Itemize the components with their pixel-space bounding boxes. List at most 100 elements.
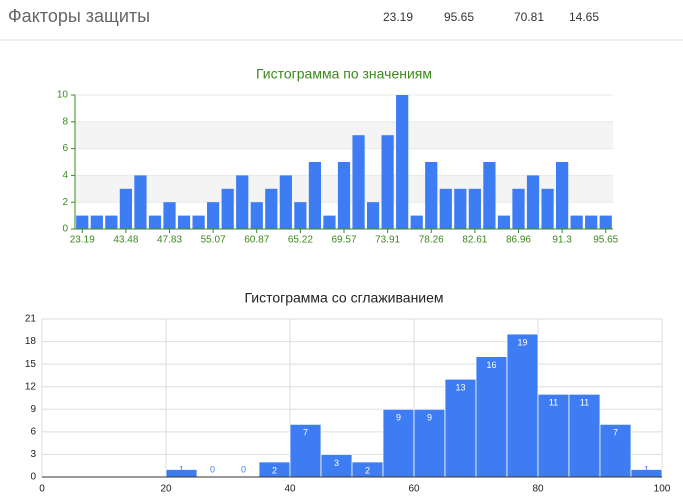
bar bbox=[599, 423, 632, 478]
bar bbox=[177, 215, 191, 229]
bar bbox=[207, 202, 220, 229]
x-tick-label: 80 bbox=[532, 484, 544, 495]
data-label: 19 bbox=[517, 337, 527, 347]
data-label: 11 bbox=[580, 398, 589, 408]
bar bbox=[396, 95, 409, 229]
y-tick-label: 2 bbox=[62, 197, 68, 208]
grid-band bbox=[75, 121, 613, 149]
bar bbox=[76, 215, 89, 229]
bar bbox=[134, 175, 147, 229]
y-tick-label: 9 bbox=[30, 404, 36, 415]
bar bbox=[381, 135, 394, 229]
x-tick-label: 60 bbox=[408, 484, 420, 495]
bar bbox=[537, 393, 570, 478]
y-tick-label: 18 bbox=[25, 336, 37, 347]
y-tick-label: 6 bbox=[30, 426, 36, 437]
x-tick-label: 95.65 bbox=[593, 235, 618, 246]
x-tick-label: 86.96 bbox=[506, 235, 531, 246]
data-label: 2 bbox=[272, 465, 277, 475]
y-tick-label: 8 bbox=[62, 116, 68, 127]
header-value: 23.19 bbox=[383, 10, 413, 24]
x-tick-label: 40 bbox=[284, 484, 296, 495]
bar bbox=[413, 408, 446, 478]
bar bbox=[439, 188, 452, 229]
y-tick-label: 3 bbox=[30, 449, 36, 460]
bar bbox=[250, 202, 263, 229]
bar bbox=[468, 188, 481, 229]
bar bbox=[512, 188, 525, 229]
bar bbox=[265, 188, 278, 229]
y-tick-label: 0 bbox=[30, 472, 36, 483]
x-tick-label: 100 bbox=[654, 484, 671, 495]
data-label: 2 bbox=[365, 465, 370, 475]
bar bbox=[323, 215, 336, 229]
bar bbox=[497, 215, 511, 229]
data-label: 1 bbox=[179, 464, 184, 474]
bar bbox=[556, 162, 569, 229]
bar bbox=[541, 188, 554, 229]
header-value: 95.65 bbox=[444, 10, 474, 24]
x-tick-label: 69.57 bbox=[331, 235, 356, 246]
header-title: Факторы защиты bbox=[8, 6, 150, 26]
x-tick-label: 55.07 bbox=[201, 235, 226, 246]
x-tick-label: 23.19 bbox=[70, 235, 95, 246]
bar bbox=[289, 423, 322, 478]
x-tick-label: 47.83 bbox=[157, 235, 182, 246]
bar bbox=[585, 215, 598, 229]
data-label: 0 bbox=[210, 464, 215, 474]
bar bbox=[192, 215, 205, 229]
data-label: 3 bbox=[334, 458, 339, 468]
chart-title: Гистограмма по значениям bbox=[256, 66, 432, 82]
data-label: 7 bbox=[613, 428, 618, 438]
bar bbox=[105, 215, 118, 229]
header-value: 70.81 bbox=[514, 10, 544, 24]
y-tick-label: 4 bbox=[62, 170, 68, 181]
bar bbox=[308, 162, 322, 229]
y-tick-label: 10 bbox=[57, 90, 69, 101]
data-label: 0 bbox=[241, 464, 246, 474]
bar bbox=[236, 175, 249, 229]
x-tick-label: 20 bbox=[160, 484, 172, 495]
bar bbox=[599, 215, 612, 229]
y-tick-label: 6 bbox=[62, 143, 68, 154]
bar bbox=[568, 393, 601, 478]
x-tick-label: 43.48 bbox=[113, 235, 138, 246]
bar bbox=[410, 215, 423, 229]
bar bbox=[294, 202, 307, 229]
x-tick-label: 82.61 bbox=[462, 235, 487, 246]
x-tick-label: 73.91 bbox=[375, 235, 400, 246]
bar bbox=[425, 162, 438, 229]
bar bbox=[279, 175, 292, 229]
header-value: 14.65 bbox=[569, 10, 599, 24]
data-label: 13 bbox=[455, 383, 465, 393]
bar bbox=[221, 188, 234, 229]
bar bbox=[526, 175, 540, 229]
x-tick-label: 78.26 bbox=[419, 235, 444, 246]
bar bbox=[483, 162, 496, 229]
bar bbox=[148, 215, 162, 229]
x-tick-label: 65.22 bbox=[288, 235, 313, 246]
bar bbox=[475, 356, 508, 478]
y-tick-label: 12 bbox=[25, 381, 37, 392]
bar bbox=[90, 215, 103, 229]
bar bbox=[444, 378, 477, 478]
x-tick-label: 0 bbox=[39, 484, 45, 495]
y-tick-label: 21 bbox=[25, 314, 37, 325]
data-label: 9 bbox=[396, 413, 401, 423]
bar bbox=[366, 202, 380, 229]
bar bbox=[506, 333, 539, 478]
bar bbox=[352, 135, 365, 229]
x-tick-label: 60.87 bbox=[244, 235, 269, 246]
y-tick-label: 0 bbox=[62, 224, 68, 235]
bar bbox=[570, 215, 583, 229]
data-label: 9 bbox=[427, 413, 432, 423]
data-label: 11 bbox=[549, 398, 558, 408]
bar bbox=[337, 162, 351, 229]
bar bbox=[454, 188, 467, 229]
data-label: 7 bbox=[303, 428, 308, 438]
x-tick-label: 91.3 bbox=[552, 235, 572, 246]
data-label: 16 bbox=[486, 360, 496, 370]
data-label: 1 bbox=[644, 464, 649, 474]
